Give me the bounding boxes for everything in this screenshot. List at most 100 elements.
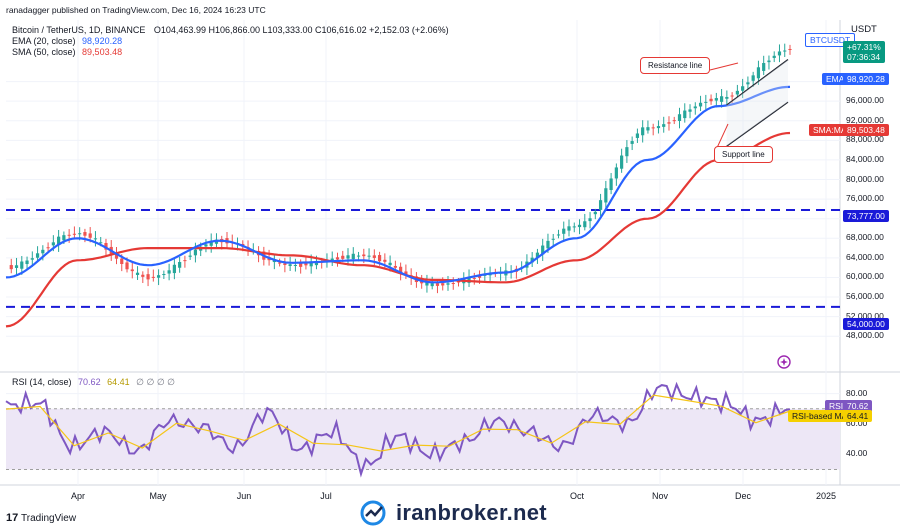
time-tick-label: Dec <box>734 491 752 501</box>
sparkle-icon[interactable] <box>777 355 791 369</box>
candle-body <box>20 261 24 269</box>
rsi-tick-label: 40.00 <box>846 448 868 459</box>
candle-body <box>556 234 561 236</box>
candle-body <box>278 262 282 264</box>
candle-body <box>698 102 703 107</box>
candle-body <box>688 109 692 112</box>
candle-body <box>93 238 98 240</box>
candle-body <box>598 200 603 210</box>
candles[interactable] <box>9 43 792 294</box>
rsi-tick-label: 60.00 <box>846 417 868 428</box>
candle-body <box>114 254 119 259</box>
candle-body <box>188 255 192 257</box>
price-tick-label: 80,000.00 <box>846 173 884 184</box>
candle-body <box>604 188 608 203</box>
candle-body <box>299 262 303 267</box>
resistance-level-tag: 73,777.00 <box>843 210 889 222</box>
price-pane[interactable] <box>5 43 840 328</box>
candle-body <box>577 224 582 228</box>
candle-body <box>393 265 397 268</box>
candle-body <box>441 283 445 286</box>
resistance-trendline[interactable] <box>726 59 789 106</box>
support-line-callout[interactable]: Support line <box>714 146 773 163</box>
candle-body <box>667 122 671 124</box>
ema-tag-value: 98,920.28 <box>843 73 889 85</box>
candle-body <box>346 255 350 259</box>
symbol-title: Bitcoin / TetherUS, 1D, BINANCE <box>12 25 146 35</box>
candle-body <box>772 55 776 58</box>
time-tick-label: Jul <box>320 491 332 501</box>
candle-body <box>572 226 576 228</box>
candle-body <box>704 101 708 103</box>
rsi-legend-label: RSI (14, close) <box>12 377 72 387</box>
candle-body <box>141 274 145 277</box>
candle-body <box>151 276 155 278</box>
tradingview-logo[interactable]: 17 TradingView <box>6 512 76 524</box>
candle-body <box>57 236 61 245</box>
candle-body <box>656 126 661 129</box>
candle-body <box>630 141 634 144</box>
rsi-ma-line[interactable] <box>5 394 791 452</box>
candle-body <box>309 261 313 267</box>
candle-body <box>120 258 124 265</box>
candle-body <box>388 262 392 266</box>
candle-body <box>614 167 618 179</box>
candle-body <box>162 274 166 276</box>
candle-body <box>425 282 429 286</box>
candle-body <box>178 262 182 268</box>
candle-body <box>293 264 297 266</box>
rsi-tick-label: 80.00 <box>846 387 868 398</box>
candle-body <box>651 127 655 129</box>
candle-body <box>472 277 476 279</box>
support-trendline[interactable] <box>726 101 789 147</box>
candle-body <box>30 258 34 260</box>
candle-body <box>167 270 171 274</box>
candle-body <box>735 90 739 95</box>
symbol-tag: BTCUSDT <box>805 33 856 47</box>
sma-legend[interactable]: SMA (50, close) 89,503.48 <box>12 47 122 57</box>
price-tick-label: 64,000.00 <box>846 251 884 262</box>
time-tick-label: May <box>149 491 167 501</box>
support-level-tag: 54,000.00 <box>843 318 889 330</box>
watermark-icon <box>360 500 386 526</box>
ema-20-line[interactable] <box>5 85 791 284</box>
candle-body <box>209 240 213 246</box>
channel-fill <box>726 59 788 147</box>
candle-body <box>14 265 19 268</box>
candle-body <box>662 124 666 127</box>
candle-body <box>777 51 782 56</box>
ema-tag-name: EMA <box>822 73 849 85</box>
last-price-tag: +67.31% 07:36:34 <box>843 41 885 63</box>
watermark-text: iranbroker.net <box>396 500 547 525</box>
candle-body <box>304 263 308 266</box>
candle-body <box>609 178 613 191</box>
rsi-legend[interactable]: RSI (14, close) 70.62 64.41 ∅ ∅ ∅ ∅ <box>12 377 175 388</box>
rsi-pane[interactable] <box>5 381 840 478</box>
rsi-ma-tag-value: 64.41 <box>843 410 873 422</box>
ema-legend[interactable]: EMA (20, close) 98,920.28 <box>12 36 122 46</box>
candle-body <box>99 242 103 244</box>
grid <box>0 20 900 486</box>
tradingview-logo-icon: 17 <box>6 512 19 524</box>
candle-body <box>593 211 597 215</box>
candle-body <box>451 283 455 285</box>
candle-body <box>51 242 55 246</box>
rsi-tag-value: 70.62 <box>843 400 873 412</box>
candle-body <box>383 259 387 262</box>
candle-body <box>783 50 787 52</box>
sma-tag-value: 89,503.48 <box>843 124 889 136</box>
candle-body <box>456 281 461 283</box>
rsi-line[interactable] <box>5 381 791 478</box>
time-tick-label: Jun <box>236 491 252 501</box>
price-tick-label: 84,000.00 <box>846 153 884 164</box>
candle-body <box>683 110 687 119</box>
candle-body <box>430 283 434 287</box>
currency-label[interactable]: USDT <box>851 24 877 35</box>
candle-body <box>172 264 176 274</box>
candle-body <box>46 247 50 249</box>
resistance-line-callout[interactable]: Resistance line <box>640 57 711 74</box>
candle-body <box>762 63 766 71</box>
tradingview-logo-text: TradingView <box>21 513 77 524</box>
time-tick-label: Oct <box>569 491 585 501</box>
